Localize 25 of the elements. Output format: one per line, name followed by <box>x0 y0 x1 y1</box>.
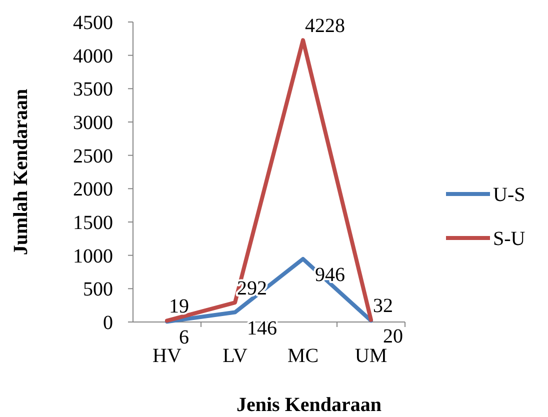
x-tick-label: UM <box>354 345 388 367</box>
y-axis-title: Jumlah Kendaraan <box>10 88 32 256</box>
y-tick-label: 0 <box>103 312 113 334</box>
data-label: 32 <box>373 294 393 317</box>
y-tick-label: 2000 <box>73 178 113 201</box>
y-tick-label: 4000 <box>73 45 113 68</box>
data-label: 4228 <box>305 15 345 38</box>
legend-label: U-S <box>493 184 526 206</box>
y-tick-label: 3000 <box>73 112 113 134</box>
legend-label: S-U <box>493 228 526 250</box>
x-tick-label: MC <box>287 345 319 367</box>
y-tick-label: 2500 <box>73 145 113 168</box>
y-tick-label: 1000 <box>73 245 113 268</box>
y-tick-label: 3500 <box>73 78 113 101</box>
data-label: 146 <box>247 317 277 340</box>
data-label: 20 <box>383 326 403 348</box>
y-tick-label: 1500 <box>73 212 113 234</box>
y-tick-label: 4500 <box>73 12 113 34</box>
x-tick-label: LV <box>222 345 248 367</box>
x-axis-title: Jenis Kendaraan <box>236 394 382 416</box>
x-tick-label: HV <box>152 345 182 367</box>
data-label: 6 <box>179 326 189 349</box>
y-tick-label: 500 <box>83 278 113 301</box>
data-label: 19 <box>169 296 189 318</box>
line-series <box>165 38 373 323</box>
